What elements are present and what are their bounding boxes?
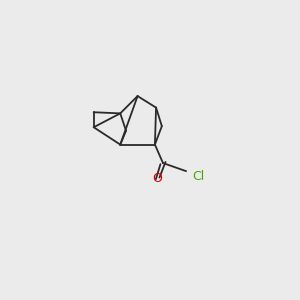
Text: O: O — [153, 172, 163, 185]
Text: Cl: Cl — [193, 170, 205, 183]
